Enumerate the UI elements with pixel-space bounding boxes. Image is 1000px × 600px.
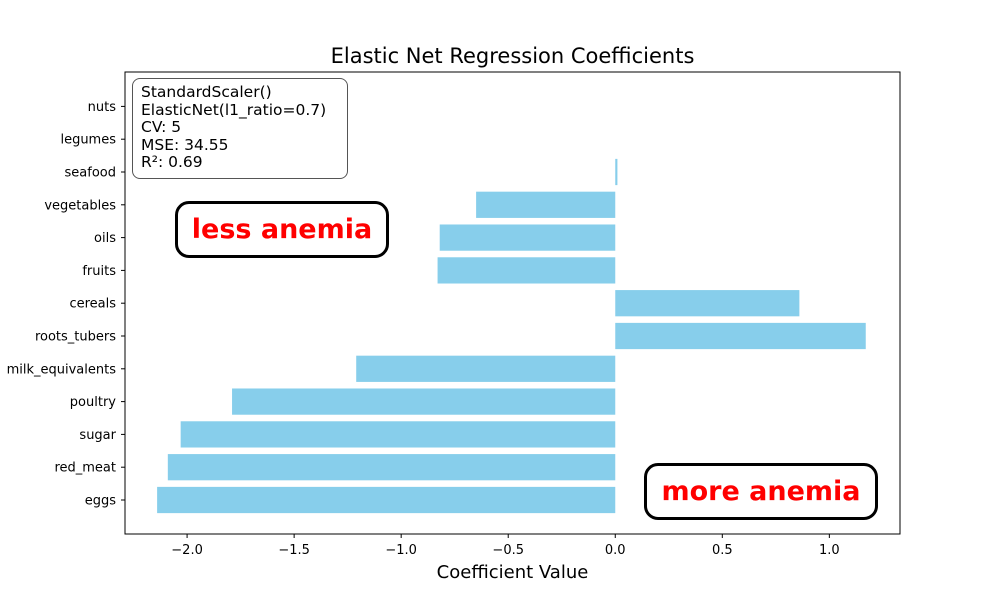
bar-roots_tubers xyxy=(615,322,866,350)
info-scaler: StandardScaler() xyxy=(141,83,272,101)
y-tick-label: eggs xyxy=(85,494,117,509)
bar-vegetables xyxy=(476,191,616,218)
bar-milk_equivalents xyxy=(356,355,616,382)
bar-oils xyxy=(439,224,616,251)
x-axis: −2.0 −1.5 −1.0 −0.5 0.0 0.5 1.0 xyxy=(171,534,840,558)
x-tick-label: −1.0 xyxy=(385,543,417,558)
y-tick-label: legumes xyxy=(60,133,116,148)
y-tick-label: red_meat xyxy=(54,461,116,476)
x-tick-label: −2.0 xyxy=(171,543,203,558)
bar-poultry xyxy=(232,388,616,415)
bar-eggs xyxy=(157,486,616,514)
bar-red_meat xyxy=(167,454,616,481)
info-mse: MSE: 34.55 xyxy=(141,135,229,154)
bar-cereals xyxy=(615,290,800,317)
y-tick-label: poultry xyxy=(70,395,116,410)
info-cv: CV: 5 xyxy=(141,118,182,136)
y-axis: eggs red_meat sugar poultry milk_equivalents… xyxy=(7,100,125,509)
bar-fruits xyxy=(437,257,616,284)
y-tick-label: vegetables xyxy=(44,198,116,213)
x-tick-label: 1.0 xyxy=(819,543,840,558)
x-tick-label: −1.5 xyxy=(278,543,310,558)
bar-sugar xyxy=(180,421,616,448)
x-axis-label: Coefficient Value xyxy=(437,562,589,583)
y-tick-label: cereals xyxy=(69,297,116,312)
x-tick-label: −0.5 xyxy=(492,543,524,558)
y-tick-label: oils xyxy=(94,231,116,246)
bars-group xyxy=(157,158,866,514)
more-anemia-annotation: more anemia xyxy=(644,463,878,520)
y-tick-label: milk_equivalents xyxy=(7,362,117,377)
x-tick-label: 0.5 xyxy=(712,543,733,558)
info-model: ElasticNet(l1_ratio=0.7) xyxy=(141,100,327,119)
bar-seafood xyxy=(615,158,618,186)
y-tick-label: roots_tubers xyxy=(35,330,116,345)
less-anemia-annotation: less anemia xyxy=(175,201,389,258)
y-tick-label: nuts xyxy=(88,100,117,115)
x-tick-label: 0.0 xyxy=(605,543,626,558)
y-tick-label: sugar xyxy=(79,428,116,443)
chart-title: Elastic Net Regression Coefficients xyxy=(331,44,695,68)
info-r2: R²: 0.69 xyxy=(141,153,203,171)
y-tick-label: fruits xyxy=(82,264,116,279)
model-info-box: StandardScaler() ElasticNet(l1_ratio=0.7… xyxy=(132,78,348,179)
y-tick-label: seafood xyxy=(65,166,116,181)
